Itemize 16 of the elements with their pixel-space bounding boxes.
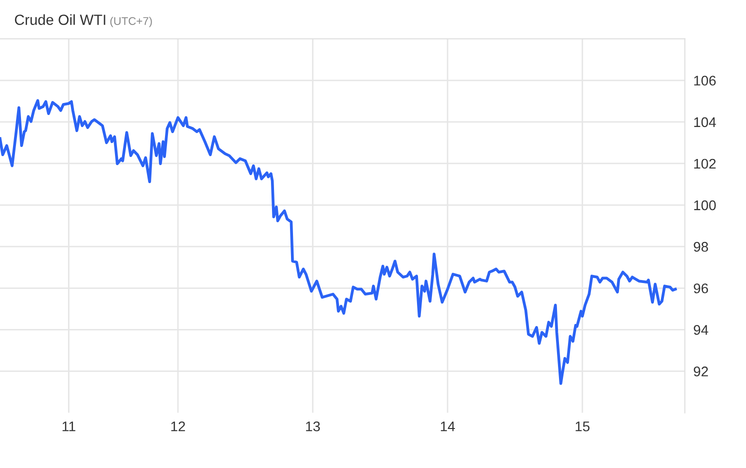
y-tick-label: 102	[694, 158, 716, 169]
line-series	[0, 99, 677, 385]
y-tick-label: 96	[694, 283, 708, 294]
chart-title: Crude Oil WTI	[14, 14, 106, 25]
chart-subtitle: (UTC+7)	[110, 16, 152, 28]
y-tick-label: 94	[694, 325, 708, 335]
y-tick-label: 106	[694, 76, 716, 86]
y-tick-label: 98	[694, 242, 708, 252]
x-tick-label: 11	[62, 422, 76, 432]
x-tick-label: 13	[306, 421, 320, 432]
x-tick-label: 15	[576, 422, 590, 432]
y-tick-label: 92	[694, 366, 708, 376]
y-tick-label: 104	[694, 117, 716, 128]
y-tick-label: 100	[694, 200, 716, 210]
x-tick-label: 12	[171, 421, 185, 432]
x-tick-label: 14	[440, 422, 455, 432]
